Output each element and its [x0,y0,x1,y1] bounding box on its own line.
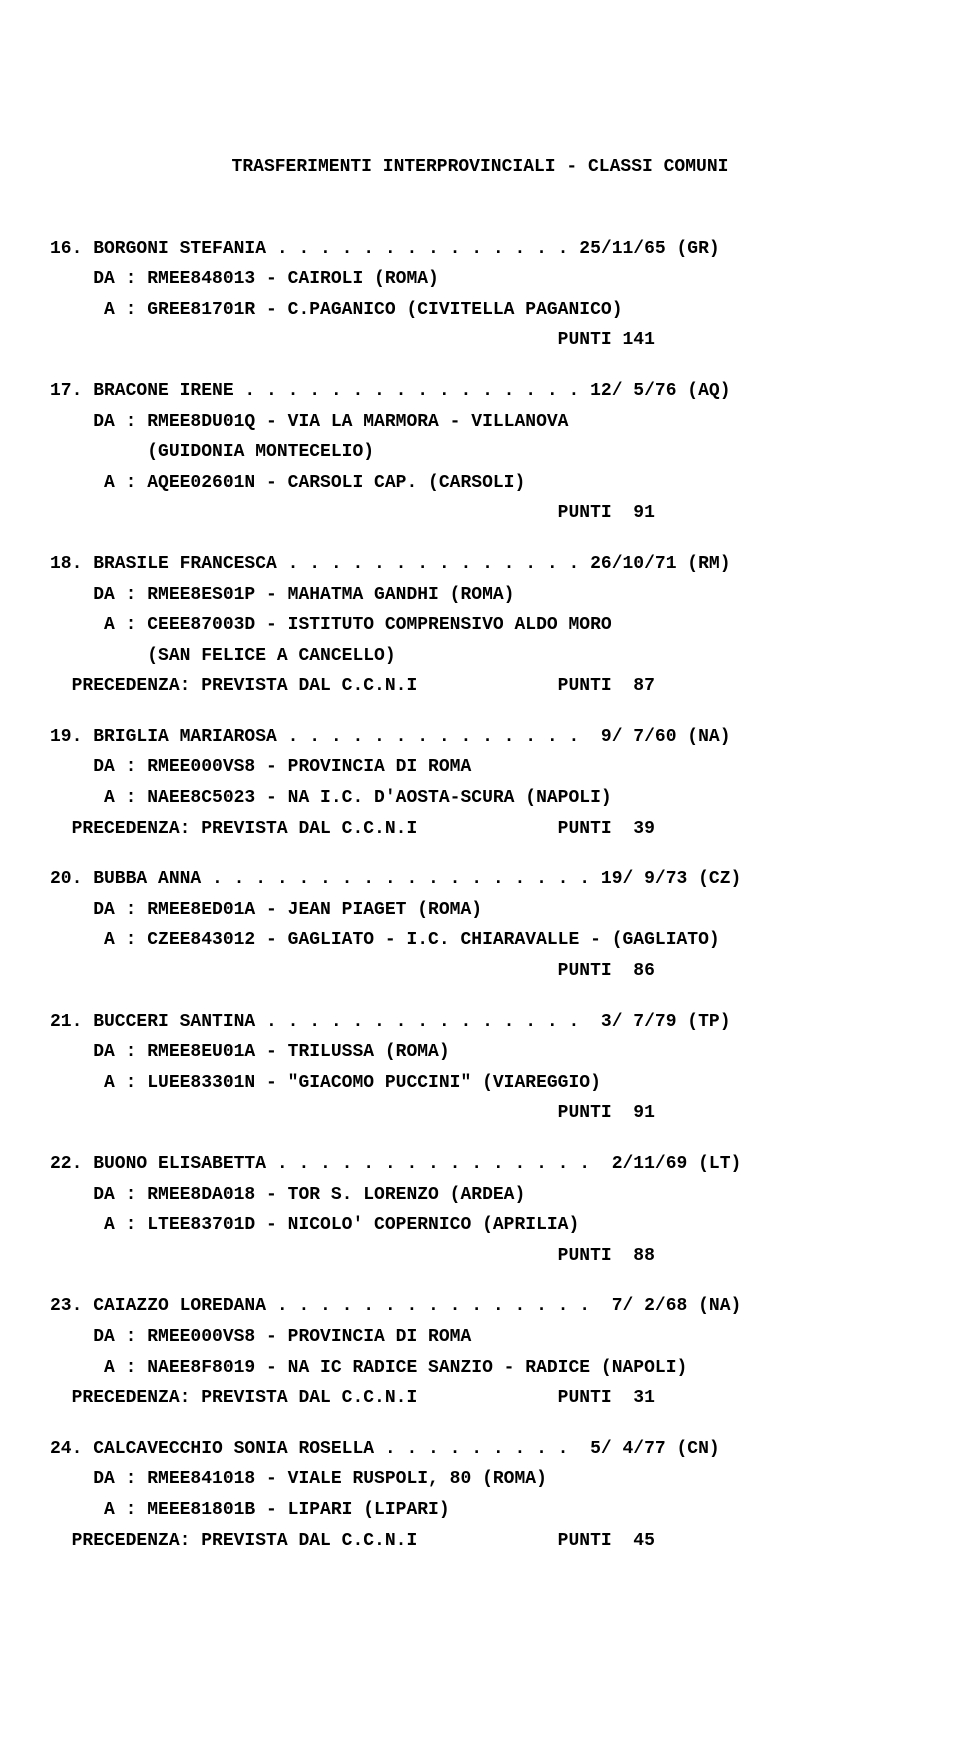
transfer-entry: 16. BORGONI STEFANIA . . . . . . . . . .… [50,234,910,356]
transfer-entry: 17. BRACONE IRENE . . . . . . . . . . . … [50,376,910,529]
transfer-entry: 24. CALCAVECCHIO SONIA ROSELLA . . . . .… [50,1434,910,1556]
transfer-entry: 21. BUCCERI SANTINA . . . . . . . . . . … [50,1007,910,1129]
transfer-entry: 23. CAIAZZO LOREDANA . . . . . . . . . .… [50,1291,910,1413]
entries-list: 16. BORGONI STEFANIA . . . . . . . . . .… [50,234,910,1557]
transfer-entry: 18. BRASILE FRANCESCA . . . . . . . . . … [50,549,910,702]
document-title: TRASFERIMENTI INTERPROVINCIALI - CLASSI … [50,152,910,183]
transfer-entry: 20. BUBBA ANNA . . . . . . . . . . . . .… [50,864,910,986]
transfer-entry: 22. BUONO ELISABETTA . . . . . . . . . .… [50,1149,910,1271]
transfer-entry: 19. BRIGLIA MARIAROSA . . . . . . . . . … [50,722,910,844]
